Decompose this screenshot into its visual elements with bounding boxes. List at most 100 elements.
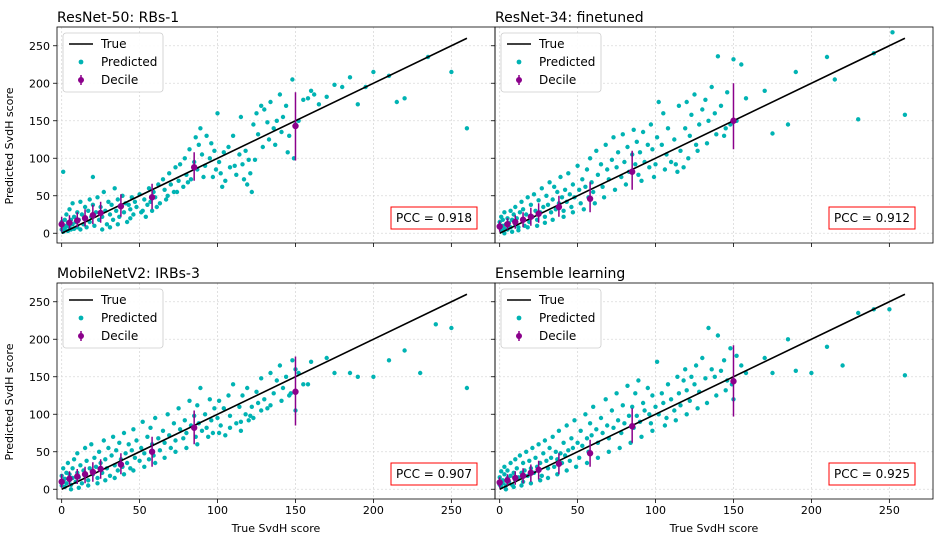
decile-point <box>292 122 299 130</box>
predicted-point <box>287 133 292 138</box>
panel-title: ResNet-50: RBs-1 <box>57 10 179 26</box>
decile-point <box>628 168 636 175</box>
predicted-point <box>718 368 724 373</box>
pcc-label: PCC = 0.907 <box>396 467 472 481</box>
predicted-point <box>645 385 650 391</box>
predicted-point <box>126 202 131 207</box>
predicted-point <box>283 374 289 379</box>
decile-point <box>81 471 89 478</box>
pcc-frame <box>390 206 478 230</box>
predicted-point <box>636 378 641 383</box>
predicted-point <box>110 434 116 439</box>
predicted-point <box>123 451 128 456</box>
predicted-point <box>502 472 507 477</box>
predicted-point <box>332 370 337 376</box>
predicted-point <box>198 385 203 391</box>
predicted-point <box>259 376 264 381</box>
predicted-point <box>902 112 908 118</box>
predicted-point <box>592 201 597 206</box>
predicted-point <box>173 449 178 454</box>
legend-predicted-label: Predicted <box>539 311 595 325</box>
predicted-point <box>198 126 203 131</box>
predicted-point <box>651 174 657 180</box>
pcc-box: PCC = 0.925 <box>828 462 916 486</box>
predicted-point <box>277 92 283 97</box>
predicted-point <box>204 425 209 430</box>
predicted-point <box>556 428 562 433</box>
predicted-point <box>584 460 590 466</box>
predicted-point <box>464 126 470 131</box>
predicted-point <box>240 162 245 167</box>
predicted-point <box>577 455 582 460</box>
predicted-point <box>210 430 216 436</box>
decile-point <box>117 461 125 468</box>
predicted-point <box>520 460 526 466</box>
decile-point <box>66 475 73 482</box>
predicted-point <box>721 358 727 363</box>
predicted-point <box>188 177 194 182</box>
decile-point <box>58 221 65 228</box>
predicted-point <box>128 216 133 221</box>
predicted-point <box>464 385 470 391</box>
predicted-point <box>659 391 664 396</box>
decile-point <box>190 164 198 171</box>
predicted-point <box>591 189 596 195</box>
predicted-point <box>124 219 130 225</box>
predicted-point <box>176 406 181 411</box>
predicted-point <box>511 484 516 490</box>
legend-decile-swatch <box>78 333 84 339</box>
predicted-point <box>182 156 187 161</box>
predicted-point <box>238 419 244 424</box>
predicted-point <box>622 159 627 165</box>
legend-predicted-swatch <box>78 59 84 65</box>
predicted-point <box>215 415 220 421</box>
x-axis-label: True SvdH score <box>231 522 321 535</box>
predicted-point <box>890 30 895 35</box>
predicted-point <box>216 430 222 436</box>
predicted-point <box>577 187 582 192</box>
predicted-point <box>279 398 284 403</box>
x-tick-label: 50 <box>133 504 147 517</box>
decile-point <box>117 203 125 210</box>
predicted-point <box>570 182 576 187</box>
true-line <box>499 293 906 490</box>
predicted-point <box>184 445 189 451</box>
predicted-point <box>887 307 892 312</box>
y-tick-label: 0 <box>43 227 50 240</box>
predicted-point <box>856 310 861 316</box>
x-tick-label: 0 <box>58 504 65 517</box>
predicted-point <box>165 193 170 198</box>
predicted-point <box>216 159 222 165</box>
predicted-point <box>809 370 814 376</box>
pcc-label: PCC = 0.925 <box>834 467 910 481</box>
decile-point <box>512 218 519 226</box>
predicted-point <box>230 382 236 387</box>
predicted-point <box>678 148 683 153</box>
predicted-point <box>86 478 91 483</box>
decile-point <box>148 194 156 201</box>
predicted-point <box>226 144 231 150</box>
predicted-point <box>128 466 133 471</box>
predicted-point <box>634 139 639 144</box>
predicted-point <box>184 430 189 436</box>
predicted-point <box>243 148 248 153</box>
predicted-point <box>656 99 661 105</box>
predicted-point <box>712 374 717 379</box>
predicted-point <box>516 228 521 233</box>
predicted-point <box>251 415 256 421</box>
predicted-point <box>687 133 692 138</box>
predicted-point <box>106 199 111 204</box>
predicted-point <box>332 82 337 87</box>
predicted-point <box>230 133 236 138</box>
decile-point <box>97 465 104 473</box>
predicted-point <box>89 442 94 447</box>
panel-mobilenetv2: MobileNetV2: IRBs-3 0 50 100 150 200 250 0 50 10… <box>3 266 496 535</box>
y-tick-label: 150 <box>29 115 50 128</box>
predicted-point <box>704 400 710 406</box>
predicted-point <box>64 212 69 217</box>
legend-frame <box>62 288 164 349</box>
predicted-point <box>207 156 212 161</box>
predicted-point <box>668 159 674 165</box>
predicted-point <box>581 207 586 212</box>
predicted-point <box>199 152 205 157</box>
